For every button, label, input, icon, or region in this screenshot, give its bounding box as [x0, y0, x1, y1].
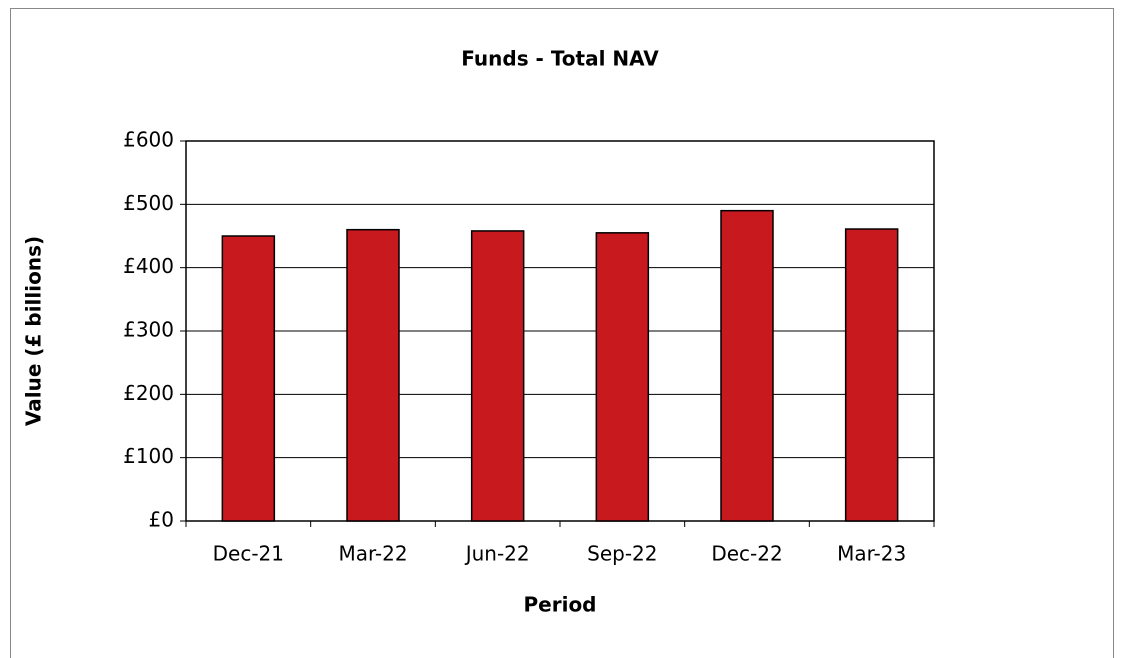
y-tick-label: £100	[123, 444, 174, 468]
bar	[720, 209, 774, 522]
y-tick-label: £300	[123, 318, 174, 342]
chart-title: Funds - Total NAV	[461, 47, 659, 71]
x-tick-label: Sep-22	[587, 542, 657, 566]
y-tick-label: £200	[123, 381, 174, 405]
y-tick-label: £500	[123, 191, 174, 215]
y-tick-label: £0	[149, 508, 174, 532]
x-axis-label: Period	[524, 593, 597, 617]
bar	[221, 235, 276, 522]
bar	[595, 232, 650, 522]
x-tick-label: Dec-21	[213, 542, 284, 566]
x-tick-label: Dec-22	[711, 542, 782, 566]
x-tick-label: Mar-23	[837, 542, 906, 566]
x-tick-label: Mar-22	[338, 542, 407, 566]
chart-frame	[10, 8, 1114, 658]
y-tick-label: £600	[123, 128, 174, 152]
bar	[346, 228, 400, 522]
x-tick-label: Jun-22	[464, 542, 530, 566]
bar	[844, 228, 899, 522]
y-tick-label: £400	[123, 254, 174, 278]
y-axis-label: Value (£ billions)	[22, 236, 46, 426]
bar	[470, 230, 525, 522]
